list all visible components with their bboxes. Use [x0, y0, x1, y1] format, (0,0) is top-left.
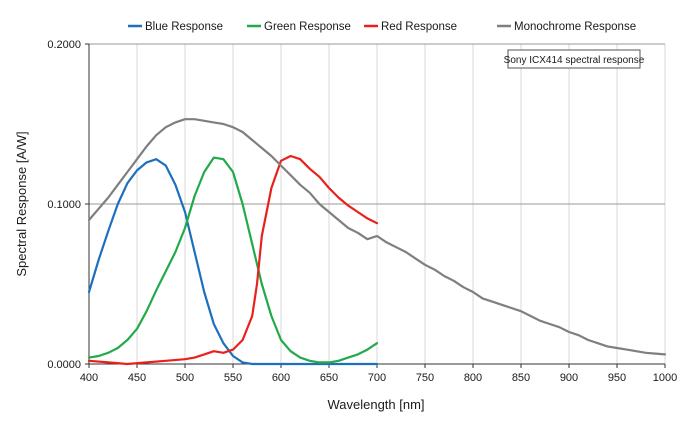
x-tick-label: 850 — [512, 372, 530, 384]
x-tick-label: 1000 — [653, 372, 677, 384]
axes: 400 450 500 550 600 650 700 750 800 850 900 950 1000… — [47, 39, 677, 384]
legend-label-red-response: Red Response — [381, 21, 457, 33]
series-line-blue-response — [87, 158, 379, 366]
x-tick-label: 950 — [608, 372, 626, 384]
x-tick-label: 550 — [224, 372, 242, 384]
y-tick-label: 0.0000 — [47, 359, 81, 371]
legend-label-blue-response: Blue Response — [145, 21, 223, 33]
annotation-box: Sony ICX414 spectral response — [504, 49, 645, 69]
legend-label-green-response: Green Response — [264, 21, 351, 33]
grid — [89, 43, 666, 364]
y-axis-title: Spectral Response [A/W] — [14, 131, 29, 276]
series-line-green-response — [87, 156, 379, 364]
x-tick-label: 750 — [416, 372, 434, 384]
series-lines — [87, 118, 667, 366]
annotation-text: Sony ICX414 spectral response — [504, 55, 645, 66]
series-line-monochrome-response — [87, 118, 667, 356]
y-tick-label: 0.2000 — [47, 39, 81, 51]
x-tick-label: 700 — [368, 372, 386, 384]
x-tick-label: 800 — [464, 372, 482, 384]
y-tick-label: 0.1000 — [47, 199, 81, 211]
x-tick-label: 900 — [560, 372, 578, 384]
x-tick-label: 500 — [176, 372, 194, 384]
x-tick-label: 650 — [320, 372, 338, 384]
x-tick-label: 600 — [272, 372, 290, 384]
x-tick-label: 450 — [128, 372, 146, 384]
series-line-red-response — [87, 154, 379, 366]
x-tick-label: 400 — [80, 372, 98, 384]
legend-label-monochrome-response: Monochrome Response — [514, 21, 636, 33]
legend: Blue Response Green Response Red Response M… — [128, 21, 636, 33]
x-axis-title: Wavelength [nm] — [327, 397, 424, 412]
